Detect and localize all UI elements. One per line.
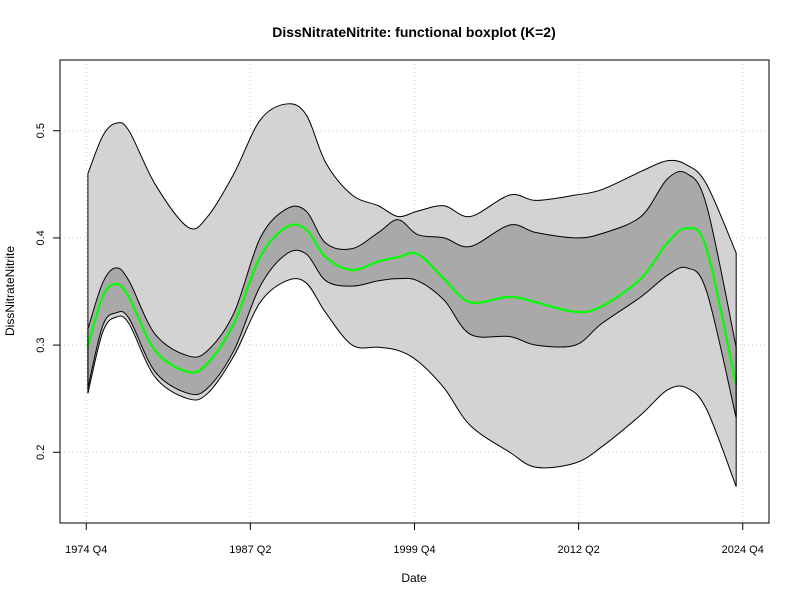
x-axis-label: Date <box>401 571 427 585</box>
x-tick-label: 2012 Q2 <box>558 544 600 556</box>
y-tick-label: 0.4 <box>35 230 47 245</box>
x-tick-label: 1987 Q2 <box>229 544 271 556</box>
axes: 1974 Q4 1987 Q2 1999 Q4 2012 Q2 2024 Q4 0.2 0.… <box>35 123 764 556</box>
curves <box>86 103 738 487</box>
y-tick-label: 0.2 <box>35 445 47 460</box>
outer-upper-curve <box>87 103 737 254</box>
chart-title: DissNitrateNitrite: functional boxplot (… <box>272 24 556 40</box>
central-region-band <box>87 171 737 418</box>
median-curve <box>86 223 738 385</box>
inner-upper-curve <box>87 170 737 358</box>
inner-lower-curve <box>87 249 737 419</box>
y-tick-label: 0.5 <box>35 123 47 138</box>
bands <box>87 103 737 487</box>
x-tick-label: 2024 Q4 <box>722 544 764 556</box>
y-axis-label: DissNitrateNitrite <box>3 246 17 336</box>
x-tick-label: 1999 Q4 <box>393 544 435 556</box>
outer-lower-curve <box>87 278 737 487</box>
y-tick-label: 0.3 <box>35 337 47 352</box>
outer-envelope-band <box>87 103 737 487</box>
x-tick-label: 1974 Q4 <box>65 544 107 556</box>
